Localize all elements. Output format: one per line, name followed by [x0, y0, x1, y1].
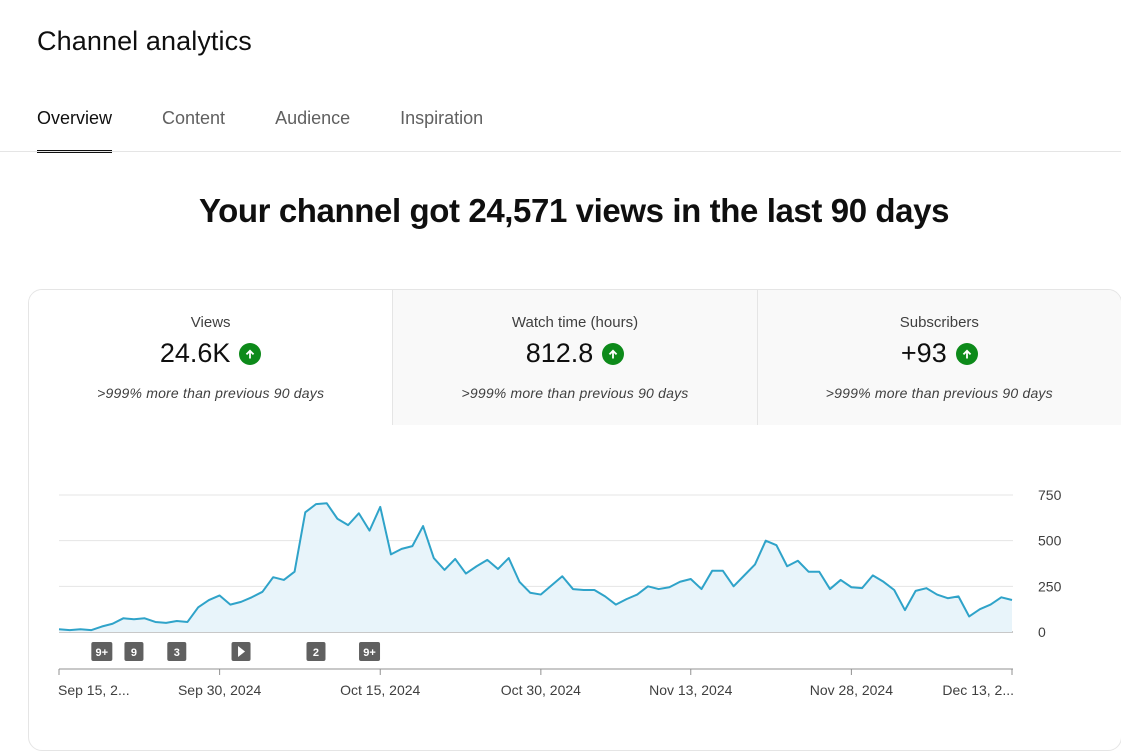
- tab-inspiration[interactable]: Inspiration: [400, 108, 484, 128]
- tab-content[interactable]: Content: [162, 108, 226, 128]
- upload-marker[interactable]: 9+: [359, 642, 381, 661]
- metric-label: Subscribers: [899, 314, 979, 331]
- metric-tabs: Views 24.6K >999% more than previous 90 …: [29, 290, 1121, 425]
- summary-headline: Your channel got 24,571 views in the las…: [198, 192, 950, 229]
- marker-badge: [167, 642, 187, 661]
- marker-count: 2: [313, 647, 319, 659]
- marker-badge: [124, 642, 144, 661]
- x-tick-label: Nov 28, 2024: [810, 682, 893, 698]
- x-tick-label: Nov 13, 2024: [649, 682, 732, 698]
- metric-value: 24.6K: [159, 338, 231, 368]
- upload-marker[interactable]: 3: [167, 642, 187, 661]
- upload-marker[interactable]: 9+: [91, 642, 113, 661]
- page-title: Channel analytics: [37, 26, 252, 56]
- tab-audience[interactable]: Audience: [275, 108, 351, 128]
- y-tick-label: 250: [1038, 578, 1062, 594]
- marker-count: 3: [174, 647, 180, 659]
- y-tick-label: 0: [1038, 624, 1046, 640]
- metric-tab-watch-time[interactable]: Watch time (hours) 812.8 >999% more than…: [392, 290, 757, 425]
- metric-value: 812.8: [525, 338, 594, 368]
- x-tick-label: Oct 30, 2024: [501, 682, 581, 698]
- marker-count: 9: [131, 647, 137, 659]
- x-tick-label: Sep 15, 2...: [58, 682, 130, 698]
- views-area: [59, 503, 1012, 632]
- upload-marker[interactable]: 2: [306, 642, 326, 661]
- y-tick-label: 500: [1038, 533, 1062, 549]
- upload-marker-video[interactable]: [231, 642, 251, 661]
- marker-badge: [91, 642, 113, 661]
- x-tick-label: Dec 13, 2...: [942, 682, 1014, 698]
- marker-count: 9+: [363, 647, 376, 659]
- metric-change: >999% more than previous 90 days: [97, 385, 325, 401]
- arrow-up-icon: [955, 342, 978, 365]
- metric-value: +93: [900, 338, 947, 368]
- x-tick-label: Sep 30, 2024: [178, 682, 262, 698]
- metric-change: >999% more than previous 90 days: [461, 385, 689, 401]
- views-chart: 750 500 250 0 Sep 15, 2... Sep 30, 2024 Oct 15…: [58, 487, 1062, 698]
- y-tick-label: 750: [1038, 487, 1062, 503]
- marker-badge: [359, 642, 381, 661]
- arrow-up-icon: [602, 342, 625, 365]
- x-tick-label: Oct 15, 2024: [340, 682, 420, 698]
- views-line: [58, 502, 1013, 632]
- analytics-card: Views 24.6K >999% more than previous 90 …: [28, 289, 1121, 751]
- marker-badge: [306, 642, 326, 661]
- metric-change: >999% more than previous 90 days: [825, 385, 1053, 401]
- play-icon: [238, 646, 246, 657]
- metric-label: Views: [190, 314, 231, 331]
- metric-tab-views[interactable]: Views 24.6K >999% more than previous 90 …: [29, 290, 393, 425]
- upload-marker[interactable]: 9: [124, 642, 144, 661]
- metric-label: Watch time (hours): [511, 314, 639, 331]
- metric-tab-subscribers[interactable]: Subscribers +93 >999% more than previous…: [756, 290, 1121, 425]
- tabs-divider: [0, 151, 1121, 152]
- marker-count: 9+: [96, 647, 109, 659]
- arrow-up-icon: [239, 342, 262, 365]
